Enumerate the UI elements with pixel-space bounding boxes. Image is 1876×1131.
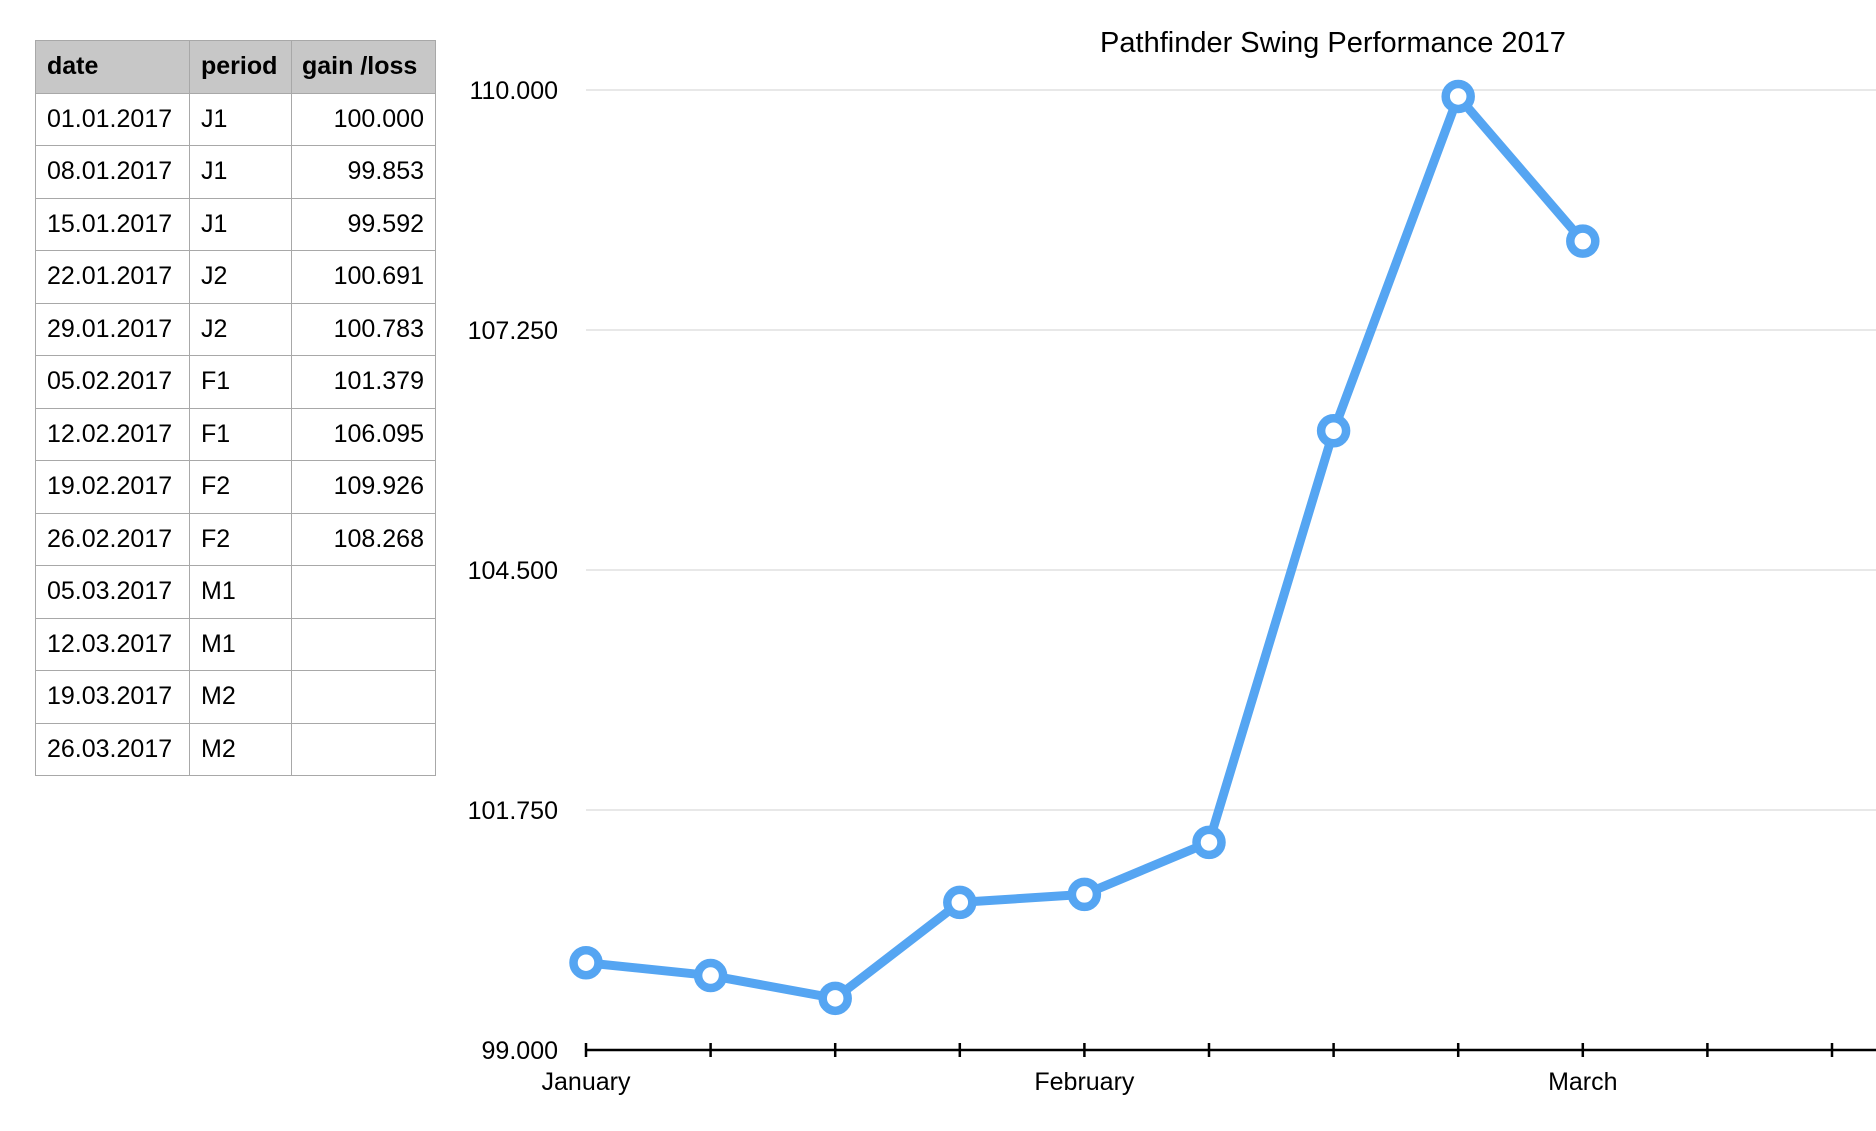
table-row: 15.01.2017 J1 99.592	[35, 197, 436, 251]
data-point	[1192, 825, 1226, 860]
cell-date: 12.02.2017	[35, 407, 190, 461]
cell-gain-loss: 108.268	[291, 512, 436, 566]
x-tick-label: March	[1548, 1068, 1617, 1096]
table-row: 12.02.2017 F1 106.095	[35, 407, 436, 461]
table-row: 05.02.2017 F1 101.379	[35, 355, 436, 409]
table-row: 05.03.2017 M1	[35, 565, 436, 619]
y-axis: 99.000 101.750 104.500 107.250 110.000	[468, 77, 558, 1065]
y-tick-label: 99.000	[482, 1037, 558, 1065]
data-point	[693, 958, 728, 993]
table-row: 01.01.2017 J1 100.000	[35, 92, 436, 146]
cell-gain-loss: 100.783	[291, 302, 436, 356]
x-axis: January February March	[542, 1043, 1876, 1096]
data-point	[1441, 79, 1475, 114]
x-tick-label: January	[542, 1068, 631, 1096]
data-point	[569, 945, 603, 980]
cell-date: 05.03.2017	[35, 565, 190, 619]
cell-period: F2	[189, 460, 292, 514]
cell-date: 22.01.2017	[35, 250, 190, 304]
gridlines	[586, 89, 1876, 811]
cell-gain-loss	[291, 617, 436, 671]
table-row: 12.03.2017 M1	[35, 617, 436, 671]
table-row: 08.01.2017 J1 99.853	[35, 145, 436, 199]
table-row: 19.02.2017 F2 109.926	[35, 460, 436, 514]
cell-gain-loss: 101.379	[291, 355, 436, 409]
cell-date: 12.03.2017	[35, 617, 190, 671]
cell-date: 26.02.2017	[35, 512, 190, 566]
table-row: 26.03.2017 M2	[35, 722, 436, 776]
data-table: date period gain /loss 01.01.2017 J1 100…	[35, 40, 436, 776]
cell-date: 26.03.2017	[35, 722, 190, 776]
header-date: date	[35, 40, 190, 94]
y-tick-label: 110.000	[469, 77, 558, 105]
data-point	[1316, 414, 1351, 448]
y-tick-label: 104.500	[468, 557, 558, 585]
cell-gain-loss	[291, 722, 436, 776]
cell-gain-loss: 106.095	[291, 407, 436, 461]
cell-gain-loss: 99.853	[291, 145, 436, 199]
x-tick-label: February	[1034, 1068, 1135, 1096]
cell-period: M1	[189, 565, 292, 619]
cell-period: J2	[189, 302, 292, 356]
cell-date: 01.01.2017	[35, 92, 190, 146]
table-row: 29.01.2017 J2 100.783	[35, 302, 436, 356]
chart-title: Pathfinder Swing Performance 2017	[1100, 27, 1566, 59]
y-tick-label: 101.750	[468, 797, 558, 825]
table-row: 26.02.2017 F2 108.268	[35, 512, 436, 566]
cell-gain-loss: 100.000	[291, 92, 436, 146]
cell-period: J2	[189, 250, 292, 304]
y-tick-label: 107.250	[468, 317, 558, 345]
cell-date: 15.01.2017	[35, 197, 190, 251]
table-header-row: date period gain /loss	[35, 40, 436, 94]
cell-period: M2	[189, 670, 292, 724]
cell-period: F1	[189, 355, 292, 409]
table-row: 19.03.2017 M2	[35, 670, 436, 724]
series	[569, 79, 1600, 1016]
table-row: 22.01.2017 J2 100.691	[35, 250, 436, 304]
cell-gain-loss: 100.691	[291, 250, 436, 304]
cell-period: M2	[189, 722, 292, 776]
cell-gain-loss: 109.926	[291, 460, 436, 514]
cell-date: 19.03.2017	[35, 670, 190, 724]
series-line	[581, 91, 1588, 1003]
data-point	[1067, 877, 1102, 912]
cell-gain-loss: 99.592	[291, 197, 436, 251]
cell-date: 05.02.2017	[35, 355, 190, 409]
data-point	[818, 981, 852, 1016]
cell-date: 08.01.2017	[35, 145, 190, 199]
data-point	[943, 885, 977, 920]
cell-period: J1	[189, 197, 292, 251]
data-point	[1566, 224, 1600, 258]
